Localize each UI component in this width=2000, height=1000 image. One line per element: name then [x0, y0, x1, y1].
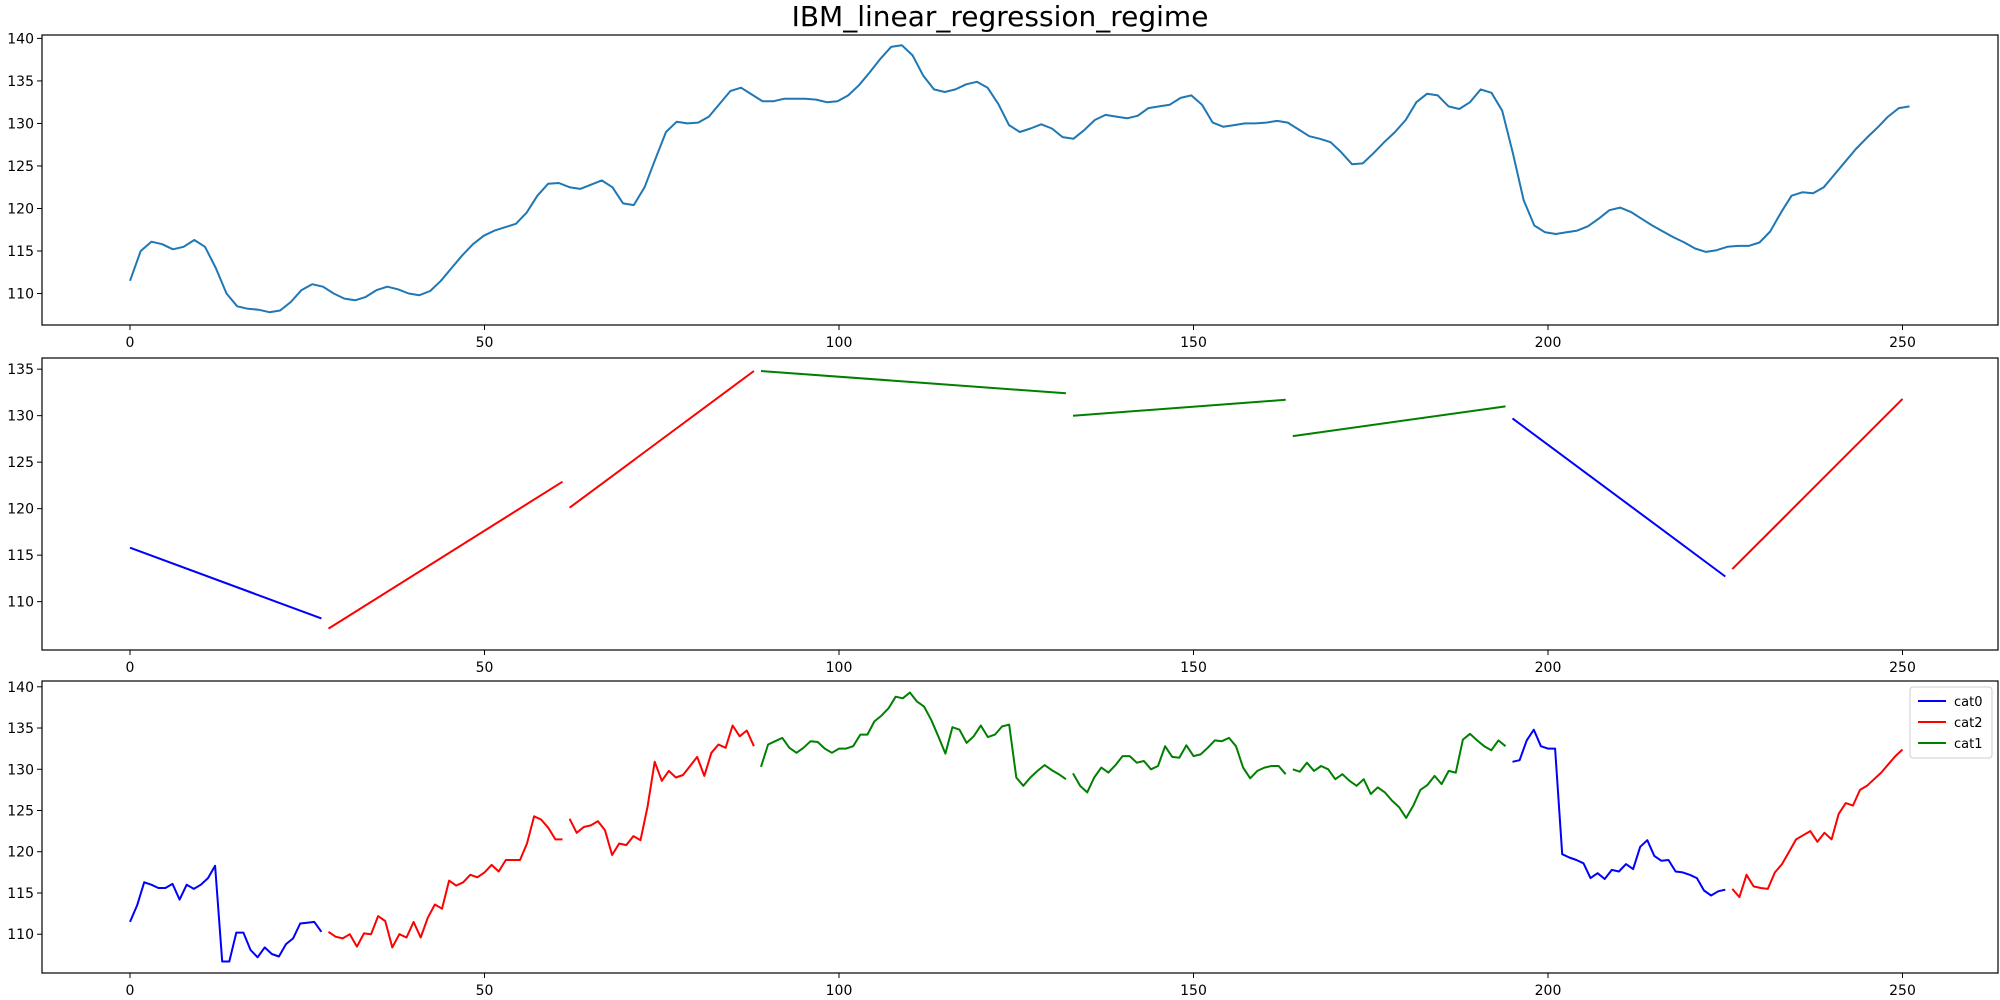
segment-cat1 — [1292, 732, 1507, 819]
x-tick-label: 200 — [1535, 660, 1562, 676]
regression-segments-panel: 0 50 100 150 200 250 110 115 120 125 130 135 — [7, 357, 1999, 676]
y-tick-label: 135 — [7, 721, 34, 737]
y-tick-label: 130 — [7, 116, 34, 132]
legend-label-cat2: cat2 — [1954, 716, 1982, 731]
y-tick-label: 130 — [7, 409, 34, 425]
y-tick-label: 120 — [7, 845, 34, 861]
segment-cat2 — [327, 480, 564, 630]
segment-cat1 — [760, 370, 1066, 395]
x-tick-label: 200 — [1535, 983, 1562, 999]
segment-cat1 — [1072, 398, 1286, 417]
axes-frame — [41, 34, 1999, 326]
y-tick-label: 115 — [7, 886, 34, 902]
segment-cat1 — [1292, 405, 1506, 438]
y-tick-label: 135 — [7, 362, 34, 378]
x-tick-label: 150 — [1180, 983, 1207, 999]
regime-price-panel: 0 50 100 150 200 250 110 115 120 125 130 135 140 cat0… — [7, 680, 1999, 999]
x-tick-label: 100 — [826, 335, 853, 351]
segment-cat0 — [129, 546, 322, 620]
price-line-panel: 0 50 100 150 200 250 110 115 120 125 130 135 140 — [7, 31, 1999, 351]
segment-cat2 — [327, 815, 563, 949]
y-tick-label: 115 — [7, 548, 34, 564]
x-tick-label: 100 — [826, 660, 853, 676]
legend-box — [1909, 686, 1993, 759]
legend-label-cat0: cat0 — [1954, 695, 1982, 710]
segment-cat2 — [1731, 748, 1904, 899]
segment-cat2 — [568, 724, 755, 856]
y-tick-label: 135 — [7, 74, 34, 90]
y-tick-label: 125 — [7, 455, 34, 471]
y-tick-label: 120 — [7, 502, 34, 518]
x-tick-label: 50 — [476, 335, 494, 351]
y-tick-label: 110 — [7, 595, 34, 611]
axes-frame — [41, 357, 1999, 651]
segment-cat2 — [569, 370, 755, 509]
x-tick-label: 0 — [126, 660, 135, 676]
x-tick-label: 200 — [1535, 335, 1562, 351]
x-tick-label: 150 — [1180, 335, 1207, 351]
x-tick-label: 50 — [476, 983, 494, 999]
segment-cat0 — [129, 864, 323, 963]
x-tick-label: 0 — [126, 983, 135, 999]
x-tick-label: 250 — [1889, 983, 1916, 999]
y-tick-label: 120 — [7, 201, 34, 217]
segment-cat2 — [1731, 398, 1904, 570]
figure-title: IBM_linear_regression_regime — [792, 0, 1209, 33]
segment-cat1 — [1072, 736, 1287, 794]
y-tick-label: 140 — [7, 680, 34, 696]
x-tick-label: 0 — [126, 335, 135, 351]
y-tick-label: 125 — [7, 804, 34, 820]
y-tick-label: 140 — [7, 31, 34, 47]
y-tick-label: 110 — [7, 927, 34, 943]
x-tick-label: 250 — [1889, 660, 1916, 676]
segment-cat0 — [1511, 417, 1726, 578]
segment-cat0 — [1512, 728, 1726, 897]
y-tick-label: 130 — [7, 762, 34, 778]
y-tick-label: 110 — [7, 287, 34, 303]
y-tick-label: 115 — [7, 244, 34, 260]
segment-cat1 — [760, 691, 1067, 787]
x-tick-label: 250 — [1889, 335, 1916, 351]
axes-frame — [41, 680, 1999, 974]
legend-label-cat1: cat1 — [1954, 737, 1982, 752]
x-tick-label: 100 — [826, 983, 853, 999]
series-line — [129, 44, 1910, 314]
y-tick-label: 125 — [7, 159, 34, 175]
x-tick-label: 150 — [1180, 660, 1207, 676]
x-tick-label: 50 — [476, 660, 494, 676]
